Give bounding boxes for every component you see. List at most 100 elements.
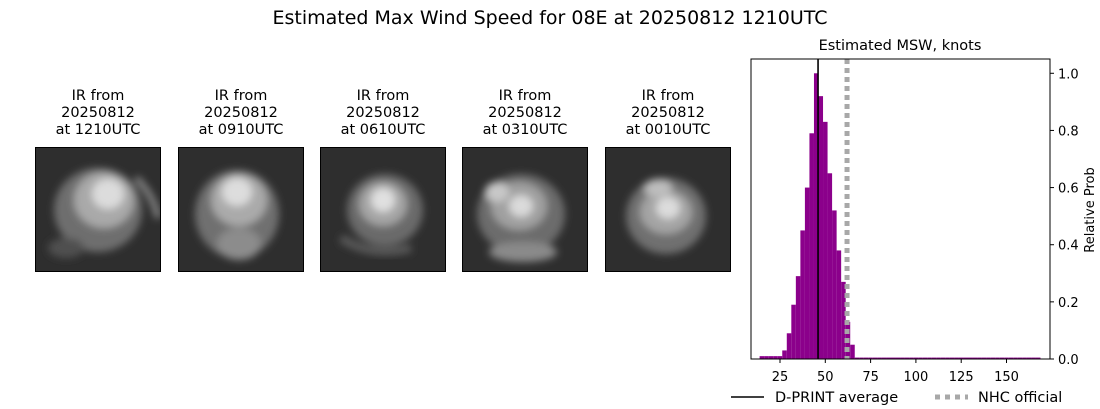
histogram-bar	[972, 357, 978, 359]
figure-title: Estimated Max Wind Speed for 08E at 2025…	[272, 7, 828, 29]
ir-satellite-image	[35, 147, 161, 272]
histogram-bar	[945, 357, 950, 359]
histogram-bar	[859, 357, 864, 359]
ir-panel-5: IR from 20250812 at 0010UTC	[605, 88, 731, 272]
histogram-bar	[904, 357, 910, 359]
ir-caption-line: IR from	[641, 88, 695, 104]
ir-caption: IR from 20250812 at 0310UTC	[462, 88, 588, 139]
x-tick-label: 75	[862, 370, 879, 385]
histogram-bar	[981, 357, 987, 359]
histogram-bar	[818, 96, 824, 360]
histogram-bar	[990, 357, 996, 359]
y-axis-label: Relative Prob	[1083, 167, 1098, 252]
histogram-bar	[872, 357, 878, 359]
histogram-bar	[949, 357, 955, 359]
y-tick-label: 0.0	[1058, 353, 1079, 368]
histogram-bar	[936, 357, 941, 359]
x-tick-label: 125	[949, 370, 974, 385]
histogram-bar	[968, 357, 973, 359]
ir-caption-line: at 0010UTC	[625, 122, 711, 138]
histogram-bar	[836, 250, 842, 359]
ir-caption: IR from 20250812 at 0010UTC	[605, 88, 731, 139]
histogram-bar	[931, 357, 937, 359]
histogram-bar	[986, 357, 991, 359]
ir-satellite-image	[178, 147, 304, 272]
ir-panel-2: IR from 20250812 at 0910UTC	[178, 88, 304, 272]
ir-panel-1: IR from 20250812 at 1210UTC	[35, 88, 161, 272]
histogram-bar	[809, 133, 814, 359]
ir-caption-line: at 0310UTC	[482, 122, 568, 138]
histogram-bar	[913, 357, 919, 359]
histogram-bar	[795, 276, 801, 359]
histogram-bar	[999, 357, 1005, 359]
histogram-bar	[963, 357, 969, 359]
histogram-bar	[890, 357, 896, 359]
histogram-bar	[922, 357, 928, 359]
histogram-bar	[1017, 357, 1023, 359]
histogram-bar	[841, 281, 846, 359]
histogram-bar	[895, 357, 901, 359]
y-tick-label: 0.6	[1058, 182, 1079, 197]
ir-caption-line: at 0610UTC	[340, 122, 426, 138]
histogram-bar	[813, 73, 819, 360]
legend-label: NHC official	[978, 390, 1062, 406]
histogram-bar	[900, 357, 905, 359]
histogram-bar	[1008, 357, 1014, 359]
ir-satellite-image	[320, 147, 446, 272]
histogram-bar	[782, 350, 787, 359]
ir-panel-4: IR from 20250812 at 0310UTC	[462, 88, 588, 272]
histogram-bar	[773, 356, 778, 359]
histogram-bar	[823, 121, 828, 359]
histogram-bar	[827, 173, 833, 359]
ir-caption-line: IR from	[71, 88, 125, 104]
histogram-bar	[768, 356, 774, 359]
ir-caption-line: at 1210UTC	[55, 122, 141, 138]
ir-caption-line: 20250812	[488, 105, 562, 121]
histogram-bar	[854, 357, 860, 359]
ir-caption-line: at 0910UTC	[198, 122, 284, 138]
histogram-bar	[1026, 357, 1032, 359]
histogram-bar	[777, 356, 783, 359]
x-tick-label: 100	[903, 370, 928, 385]
histogram-bar	[863, 357, 869, 359]
y-tick-label: 0.4	[1058, 239, 1079, 254]
histogram-bar	[954, 357, 959, 359]
y-tick-label: 0.8	[1058, 124, 1079, 139]
chart-title: Estimated MSW, knots	[819, 38, 982, 54]
ir-caption-line: IR from	[356, 88, 410, 104]
histogram-bar	[886, 357, 891, 359]
histogram-bar	[881, 357, 887, 359]
histogram-bar	[918, 357, 923, 359]
ir-caption-line: 20250812	[204, 105, 278, 121]
histogram-bar	[877, 357, 882, 359]
histogram-bar	[909, 357, 914, 359]
histogram-bar	[764, 356, 769, 359]
y-tick-label: 1.0	[1058, 67, 1079, 82]
histogram-bar	[1013, 357, 1018, 359]
histogram-bar	[868, 357, 873, 359]
ir-caption-line: 20250812	[631, 105, 705, 121]
ir-caption-line: IR from	[214, 88, 268, 104]
histogram-bar	[977, 357, 982, 359]
histogram-bar	[832, 210, 837, 359]
histogram-bar	[804, 187, 810, 359]
ir-caption: IR from 20250812 at 0610UTC	[320, 88, 446, 139]
legend-label: D-PRINT average	[775, 390, 898, 406]
ir-caption-line: 20250812	[61, 105, 135, 121]
ir-caption: IR from 20250812 at 1210UTC	[35, 88, 161, 139]
histogram-bar	[800, 230, 805, 359]
histogram-bar	[1035, 357, 1041, 359]
histogram-bar	[940, 357, 946, 359]
ir-caption-line: 20250812	[346, 105, 420, 121]
histogram-bar	[786, 333, 792, 359]
histogram-bar	[759, 356, 765, 359]
plot-frame	[750, 58, 1051, 360]
histogram-bar	[1004, 357, 1009, 359]
ir-panel-3: IR from 20250812 at 0610UTC	[320, 88, 446, 272]
ir-satellite-image	[605, 147, 731, 272]
ir-caption: IR from 20250812 at 0910UTC	[178, 88, 304, 139]
histogram-bar	[850, 344, 855, 359]
histogram-bar	[1031, 357, 1036, 359]
ir-satellite-image	[462, 147, 588, 272]
